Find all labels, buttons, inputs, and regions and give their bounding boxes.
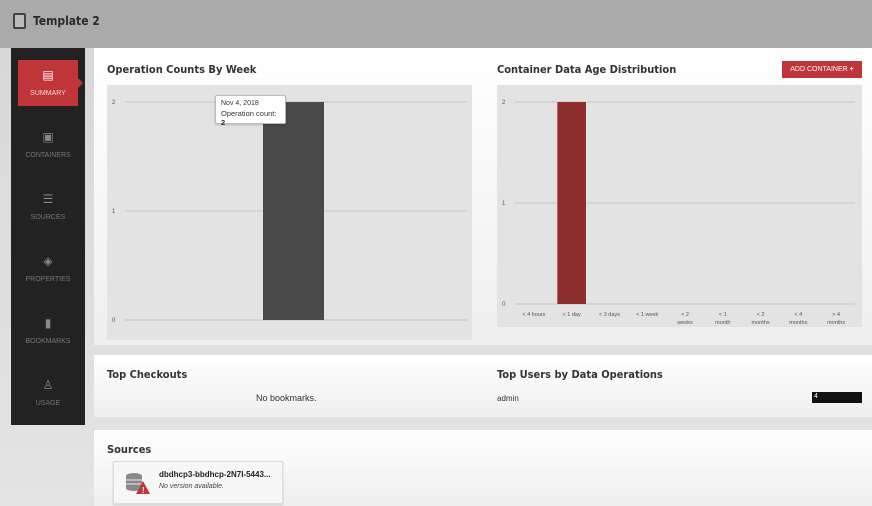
x-tick-label: < 1 <box>719 312 727 318</box>
x-tick-label: < 2 <box>757 312 765 318</box>
sidebar-item-containers[interactable]: ▣ CONTAINERS <box>18 122 78 168</box>
bar <box>263 102 324 320</box>
source-card[interactable]: ! dbdhcp3-bbdhcp-2N7I-5443... No version… <box>113 461 283 504</box>
checkouts-empty: No bookmarks. <box>256 393 317 403</box>
sidebar: ▤ SUMMARY ▣ CONTAINERS ☰ SOURCES ◈ PROPERTIE… <box>11 48 85 425</box>
y-tick-label: 0 <box>112 318 116 324</box>
x-tick-label: < 4 hours <box>522 312 545 318</box>
container-icon: ▣ <box>42 130 54 144</box>
flask-icon: ♙ <box>42 378 54 392</box>
x-tick-label: > 4 <box>832 312 840 318</box>
x-tick-label: < 1 week <box>636 312 658 318</box>
age-chart: 0 1 2 < 4 hours < 1 day < 3 days < 1 week < 2 we… <box>497 85 862 327</box>
page-title: Template 2 <box>33 14 100 28</box>
y-tick-label: 0 <box>502 302 506 308</box>
tooltip-date: Nov 4, 2018 <box>221 100 259 107</box>
sidebar-item-sources[interactable]: ☰ SOURCES <box>18 184 78 230</box>
age-chart-title: Container Data Age Distribution <box>497 63 677 76</box>
sidebar-item-usage[interactable]: ♙ USAGE <box>18 370 78 416</box>
x-tick-label: weeks <box>676 320 693 326</box>
sources-title: Sources <box>107 443 152 456</box>
svg-text:!: ! <box>142 486 145 495</box>
sidebar-label: BOOKMARKS <box>25 338 71 345</box>
add-container-button[interactable]: ADD CONTAINER + <box>782 61 862 78</box>
top-users-title: Top Users by Data Operations <box>497 368 663 381</box>
add-container-label: ADD CONTAINER <box>790 66 848 73</box>
x-tick-label: < 2 <box>681 312 689 318</box>
sidebar-label: CONTAINERS <box>25 152 71 159</box>
user-name: admin <box>497 394 519 403</box>
sidebar-label: USAGE <box>35 400 61 407</box>
database-warning-icon: ! <box>126 473 150 495</box>
document-icon: ▤ <box>42 68 54 82</box>
tooltip-label: Operation count: <box>221 109 277 118</box>
sidebar-item-summary[interactable]: ▤ SUMMARY <box>18 60 83 106</box>
chart-tooltip: Nov 4, 2018 Operation count: 2 <box>215 95 286 127</box>
sidebar-label: SUMMARY <box>30 90 66 97</box>
bookmark-icon: ▮ <box>44 316 52 330</box>
user-count-bar: 4 <box>812 392 862 403</box>
sidebar-item-bookmarks[interactable]: ▮ BOOKMARKS <box>18 308 78 354</box>
source-status: No version available. <box>159 483 224 490</box>
x-tick-label: month <box>715 320 730 326</box>
sidebar-label: PROPERTIES <box>25 276 71 283</box>
header: Template 2 <box>0 0 872 48</box>
y-tick-label: 1 <box>112 209 116 215</box>
x-tick-label: months <box>789 320 807 326</box>
y-tick-label: 1 <box>502 201 506 207</box>
checkouts-title: Top Checkouts <box>107 368 188 381</box>
x-tick-label: < 3 days <box>599 312 620 318</box>
layers-icon: ◈ <box>43 254 53 268</box>
x-tick-label: months <box>827 320 845 326</box>
stats-panel <box>94 355 872 417</box>
x-tick-label: months <box>752 320 770 326</box>
y-tick-label: 2 <box>502 100 506 106</box>
sidebar-item-properties[interactable]: ◈ PROPERTIES <box>18 246 78 292</box>
source-name: dbdhcp3-bbdhcp-2N7I-5443... <box>159 470 271 479</box>
bar <box>557 102 586 304</box>
document-icon <box>13 13 26 29</box>
op-chart: 0 1 2 <box>107 85 472 340</box>
plus-icon: + <box>849 66 854 73</box>
x-tick-label: < 1 day <box>563 312 581 318</box>
database-icon: ☰ <box>42 192 54 206</box>
x-tick-label: < 4 <box>794 312 802 318</box>
tooltip-value: 2 <box>221 118 226 127</box>
op-chart-title: Operation Counts By Week <box>107 63 257 76</box>
sidebar-label: SOURCES <box>30 214 66 221</box>
y-tick-label: 2 <box>112 100 116 106</box>
